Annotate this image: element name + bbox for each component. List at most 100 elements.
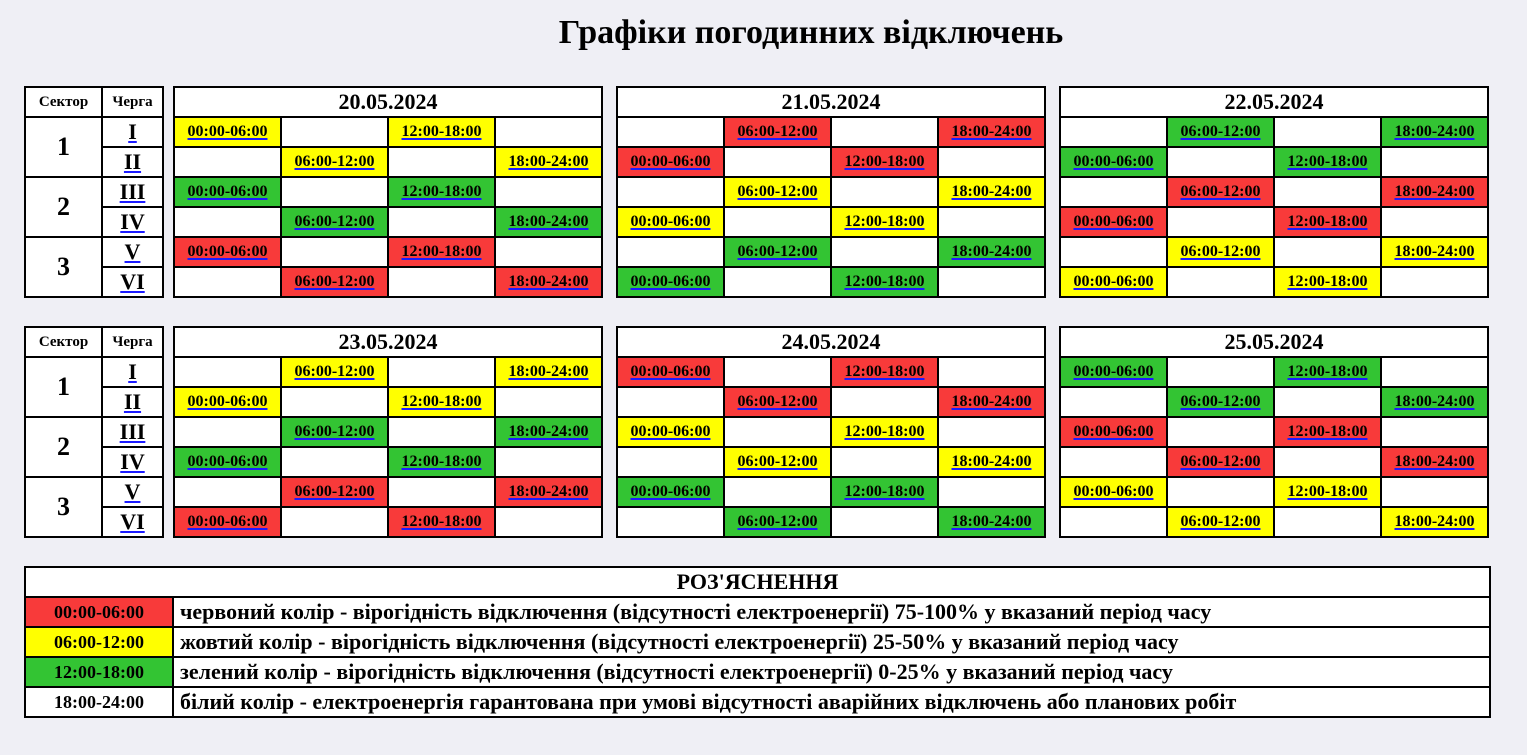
legend-swatch-white: 18:00-24:00 xyxy=(24,686,174,718)
slot-link[interactable]: 12:00-18:00 xyxy=(1287,483,1368,500)
slot-cell-empty xyxy=(280,386,389,418)
slot-link[interactable]: 00:00-06:00 xyxy=(1073,153,1154,170)
slot-link[interactable]: 12:00-18:00 xyxy=(844,153,925,170)
slot-link[interactable]: 12:00-18:00 xyxy=(844,363,925,380)
slot-link[interactable]: 00:00-06:00 xyxy=(1073,483,1154,500)
queue-link[interactable]: IV xyxy=(120,209,145,234)
slot-link[interactable]: 12:00-18:00 xyxy=(844,213,925,230)
slot-link[interactable]: 18:00-24:00 xyxy=(508,423,589,440)
slot-link[interactable]: 18:00-24:00 xyxy=(951,513,1032,530)
slot-link[interactable]: 18:00-24:00 xyxy=(951,453,1032,470)
slot-link[interactable]: 00:00-06:00 xyxy=(630,483,711,500)
slot-link[interactable]: 12:00-18:00 xyxy=(401,123,482,140)
slot-link[interactable]: 00:00-06:00 xyxy=(1073,363,1154,380)
slot-link[interactable]: 00:00-06:00 xyxy=(187,123,268,140)
slot-link[interactable]: 06:00-12:00 xyxy=(737,453,818,470)
slot-link[interactable]: 06:00-12:00 xyxy=(294,153,375,170)
schedule-row: 00:00-06:00 12:00-18:00 xyxy=(616,206,1046,238)
slot-link[interactable]: 18:00-24:00 xyxy=(508,273,589,290)
slot-link[interactable]: 00:00-06:00 xyxy=(1073,423,1154,440)
queue-link[interactable]: I xyxy=(128,359,137,384)
slot-link[interactable]: 12:00-18:00 xyxy=(1287,423,1368,440)
slot-link[interactable]: 12:00-18:00 xyxy=(1287,363,1368,380)
slot-cell-green: 00:00-06:00 xyxy=(616,476,725,508)
queue-link[interactable]: VI xyxy=(120,269,145,294)
slot-link[interactable]: 18:00-24:00 xyxy=(508,363,589,380)
slot-link[interactable]: 00:00-06:00 xyxy=(187,243,268,260)
slot-link[interactable]: 18:00-24:00 xyxy=(1394,453,1475,470)
slot-link[interactable]: 18:00-24:00 xyxy=(951,123,1032,140)
slot-link[interactable]: 12:00-18:00 xyxy=(401,393,482,410)
slot-link[interactable]: 00:00-06:00 xyxy=(1073,213,1154,230)
slot-link[interactable]: 00:00-06:00 xyxy=(187,393,268,410)
slot-link[interactable]: 18:00-24:00 xyxy=(951,243,1032,260)
slot-link[interactable]: 06:00-12:00 xyxy=(294,213,375,230)
slot-link[interactable]: 12:00-18:00 xyxy=(1287,213,1368,230)
queue-link[interactable]: I xyxy=(128,119,137,144)
queue-link[interactable]: III xyxy=(119,419,146,444)
queue-link[interactable]: II xyxy=(123,149,142,174)
day-table: 20.05.2024 00:00-06:00 12:00-18:00 06:00-12… xyxy=(173,86,603,298)
slot-link[interactable]: 18:00-24:00 xyxy=(951,393,1032,410)
slot-cell-empty xyxy=(280,236,389,268)
slot-link[interactable]: 06:00-12:00 xyxy=(294,423,375,440)
slot-link[interactable]: 06:00-12:00 xyxy=(294,483,375,500)
slot-link[interactable]: 06:00-12:00 xyxy=(737,183,818,200)
slot-cell-yellow: 06:00-12:00 xyxy=(723,446,832,478)
slot-link[interactable]: 12:00-18:00 xyxy=(401,243,482,260)
queue-link[interactable]: II xyxy=(123,389,142,414)
queue-link[interactable]: V xyxy=(124,479,141,504)
slot-link[interactable]: 00:00-06:00 xyxy=(630,363,711,380)
slot-cell-empty xyxy=(937,146,1046,178)
slot-link[interactable]: 18:00-24:00 xyxy=(508,153,589,170)
slot-link[interactable]: 06:00-12:00 xyxy=(1180,513,1261,530)
schedule-row: 00:00-06:00 12:00-18:00 xyxy=(1059,206,1489,238)
slot-link[interactable]: 12:00-18:00 xyxy=(844,423,925,440)
slot-link[interactable]: 12:00-18:00 xyxy=(1287,153,1368,170)
slot-link[interactable]: 12:00-18:00 xyxy=(401,183,482,200)
slot-cell-green: 00:00-06:00 xyxy=(1059,146,1168,178)
slot-cell-green: 12:00-18:00 xyxy=(387,176,496,208)
slot-link[interactable]: 12:00-18:00 xyxy=(844,273,925,290)
day-table: 23.05.2024 06:00-12:00 18:00-24:00 00:00-06… xyxy=(173,326,603,538)
slot-link[interactable]: 18:00-24:00 xyxy=(1394,513,1475,530)
slot-link[interactable]: 06:00-12:00 xyxy=(294,363,375,380)
slot-link[interactable]: 06:00-12:00 xyxy=(1180,453,1261,470)
slot-cell-green: 18:00-24:00 xyxy=(937,506,1046,538)
slot-link[interactable]: 06:00-12:00 xyxy=(1180,123,1261,140)
slot-link[interactable]: 18:00-24:00 xyxy=(508,213,589,230)
slot-link[interactable]: 00:00-06:00 xyxy=(630,423,711,440)
slot-link[interactable]: 06:00-12:00 xyxy=(1180,243,1261,260)
slot-link[interactable]: 12:00-18:00 xyxy=(401,453,482,470)
slot-link[interactable]: 00:00-06:00 xyxy=(187,183,268,200)
slot-cell-yellow: 06:00-12:00 xyxy=(280,356,389,388)
slot-link[interactable]: 06:00-12:00 xyxy=(737,243,818,260)
slot-cell-yellow: 00:00-06:00 xyxy=(616,206,725,238)
slot-link[interactable]: 00:00-06:00 xyxy=(187,453,268,470)
slot-link[interactable]: 12:00-18:00 xyxy=(1287,273,1368,290)
queue-link[interactable]: III xyxy=(119,179,146,204)
slot-link[interactable]: 06:00-12:00 xyxy=(1180,393,1261,410)
slot-link[interactable]: 06:00-12:00 xyxy=(737,123,818,140)
slot-cell-green: 18:00-24:00 xyxy=(1380,386,1489,418)
slot-link[interactable]: 00:00-06:00 xyxy=(630,153,711,170)
slot-link[interactable]: 00:00-06:00 xyxy=(1073,273,1154,290)
slot-link[interactable]: 06:00-12:00 xyxy=(737,513,818,530)
slot-link[interactable]: 18:00-24:00 xyxy=(1394,183,1475,200)
queue-link[interactable]: IV xyxy=(120,449,145,474)
slot-link[interactable]: 18:00-24:00 xyxy=(1394,243,1475,260)
slot-link[interactable]: 12:00-18:00 xyxy=(844,483,925,500)
slot-link[interactable]: 06:00-12:00 xyxy=(294,273,375,290)
slot-link[interactable]: 00:00-06:00 xyxy=(187,513,268,530)
slot-link[interactable]: 18:00-24:00 xyxy=(1394,123,1475,140)
slot-link[interactable]: 00:00-06:00 xyxy=(630,213,711,230)
queue-link[interactable]: V xyxy=(124,239,141,264)
slot-link[interactable]: 18:00-24:00 xyxy=(508,483,589,500)
slot-link[interactable]: 12:00-18:00 xyxy=(401,513,482,530)
slot-link[interactable]: 06:00-12:00 xyxy=(1180,183,1261,200)
slot-link[interactable]: 00:00-06:00 xyxy=(630,273,711,290)
slot-link[interactable]: 06:00-12:00 xyxy=(737,393,818,410)
slot-link[interactable]: 18:00-24:00 xyxy=(951,183,1032,200)
queue-link[interactable]: VI xyxy=(120,509,145,534)
slot-link[interactable]: 18:00-24:00 xyxy=(1394,393,1475,410)
